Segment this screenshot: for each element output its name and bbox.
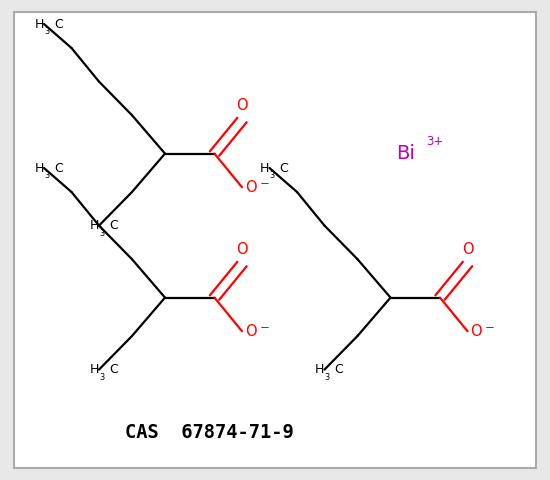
Text: C: C: [54, 17, 63, 31]
Text: C: C: [109, 363, 118, 376]
Text: −: −: [260, 321, 270, 334]
Text: H: H: [35, 17, 44, 31]
Text: O: O: [245, 324, 256, 339]
Text: H: H: [90, 219, 99, 232]
Text: H: H: [90, 363, 99, 376]
Text: O: O: [461, 242, 474, 257]
Text: H: H: [315, 363, 324, 376]
Text: C: C: [109, 219, 118, 232]
Text: C: C: [54, 161, 63, 175]
Text: 3: 3: [270, 171, 274, 180]
Text: O: O: [470, 324, 482, 339]
Text: CAS  67874-71-9: CAS 67874-71-9: [125, 422, 293, 442]
Text: C: C: [334, 363, 343, 376]
Text: 3+: 3+: [426, 135, 443, 148]
Text: 3: 3: [99, 373, 104, 382]
Text: 3: 3: [44, 27, 49, 36]
Text: H: H: [260, 161, 270, 175]
Text: Bi: Bi: [396, 144, 415, 163]
Text: 3: 3: [44, 171, 49, 180]
Text: 3: 3: [324, 373, 329, 382]
Text: 3: 3: [99, 229, 104, 238]
FancyBboxPatch shape: [14, 12, 536, 468]
Text: C: C: [279, 161, 288, 175]
Text: O: O: [245, 180, 256, 195]
Text: −: −: [260, 177, 270, 190]
Text: O: O: [236, 242, 248, 257]
Text: O: O: [236, 98, 248, 113]
Text: −: −: [485, 321, 495, 334]
Text: H: H: [35, 161, 44, 175]
